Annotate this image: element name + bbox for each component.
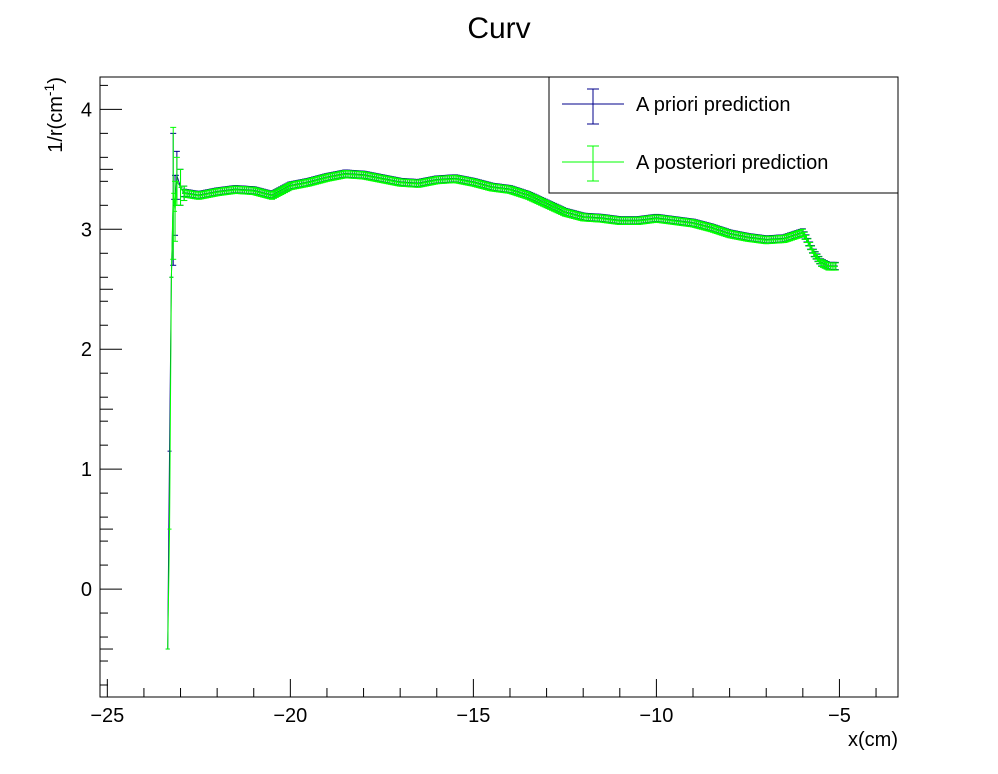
x-tick-label: −5 — [828, 705, 851, 727]
legend: A priori prediction A posteriori predict… — [548, 76, 899, 194]
y-axis-title-base: 1/r(cm — [45, 96, 67, 153]
x-axis-title: x(cm) — [848, 729, 898, 751]
series-a-priori — [165, 132, 839, 650]
legend-box — [548, 76, 899, 194]
series-layer — [165, 126, 839, 650]
x-axis-ticks — [106, 679, 877, 697]
y-tick-label: 0 — [81, 579, 92, 601]
a-posteriori-line — [167, 179, 185, 650]
series-a-posteriori — [165, 126, 839, 650]
x-tick-label: −25 — [90, 705, 124, 727]
x-axis-tick-labels: −25 −20 −15 −10 −5 — [90, 705, 850, 727]
y-axis-ticks — [100, 84, 122, 686]
y-tick-label: 3 — [81, 219, 92, 241]
plot-frame — [99, 76, 899, 698]
legend-entry-a-priori: A priori prediction — [562, 88, 791, 125]
x-tick-label: −15 — [456, 705, 490, 727]
legend-entry-a-posteriori: A posteriori prediction — [562, 145, 828, 182]
x-tick-label: −20 — [273, 705, 307, 727]
y-tick-label: 4 — [81, 99, 92, 121]
legend-label-a-posteriori: A posteriori prediction — [636, 152, 828, 174]
svg-text:1/r(cm-1): 1/r(cm-1) — [41, 77, 67, 153]
y-axis-tick-labels: 0 1 2 3 4 — [81, 99, 92, 601]
x-tick-label: −10 — [639, 705, 673, 727]
y-tick-label: 1 — [81, 459, 92, 481]
y-axis-title: 1/r(cm-1) — [41, 77, 67, 153]
legend-label-a-priori: A priori prediction — [636, 94, 791, 116]
y-axis-title-sup: -1 — [41, 83, 57, 96]
chart-title: Curv — [467, 12, 530, 45]
y-tick-label: 2 — [81, 339, 92, 361]
y-axis-title-close: ) — [45, 77, 67, 84]
